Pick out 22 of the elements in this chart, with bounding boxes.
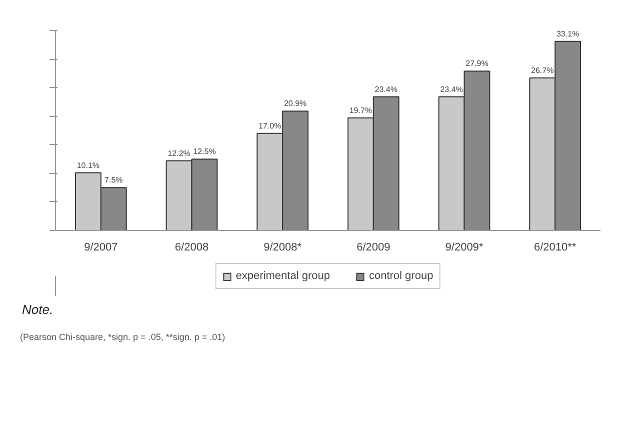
x-tick-label: 9/2009* <box>445 242 484 254</box>
data-label: 26.7% <box>531 66 554 75</box>
x-tick-label: 6/2008 <box>174 242 209 254</box>
x-tick-label: 6/2010** <box>534 242 577 254</box>
data-label: 12.5% <box>193 147 216 156</box>
data-label: 12.2% <box>168 148 190 158</box>
data-label: 23.4% <box>440 84 463 94</box>
text: Note. <box>22 301 54 319</box>
x-tick-label: 9/2008* <box>264 242 302 254</box>
x-tick-label: 9/2007 <box>84 242 118 254</box>
legend-label: control group <box>368 270 434 282</box>
data-label: 7.5% <box>104 176 123 185</box>
data-label: 17.0% <box>258 121 282 130</box>
data-label: 33.1% <box>556 29 580 38</box>
data-label: 23.4% <box>374 84 398 94</box>
legend-label: experimental group <box>236 270 330 282</box>
data-label: 10.1% <box>76 160 100 170</box>
x-tick-label: 6/2009 <box>356 242 390 254</box>
data-label: 27.9% <box>466 59 488 68</box>
data-label: 19.7% <box>349 106 372 115</box>
text: (Pearson Chi-square, *sign. p = .05, **sign. p = .01) <box>20 331 226 344</box>
data-label: 20.9% <box>284 99 307 108</box>
